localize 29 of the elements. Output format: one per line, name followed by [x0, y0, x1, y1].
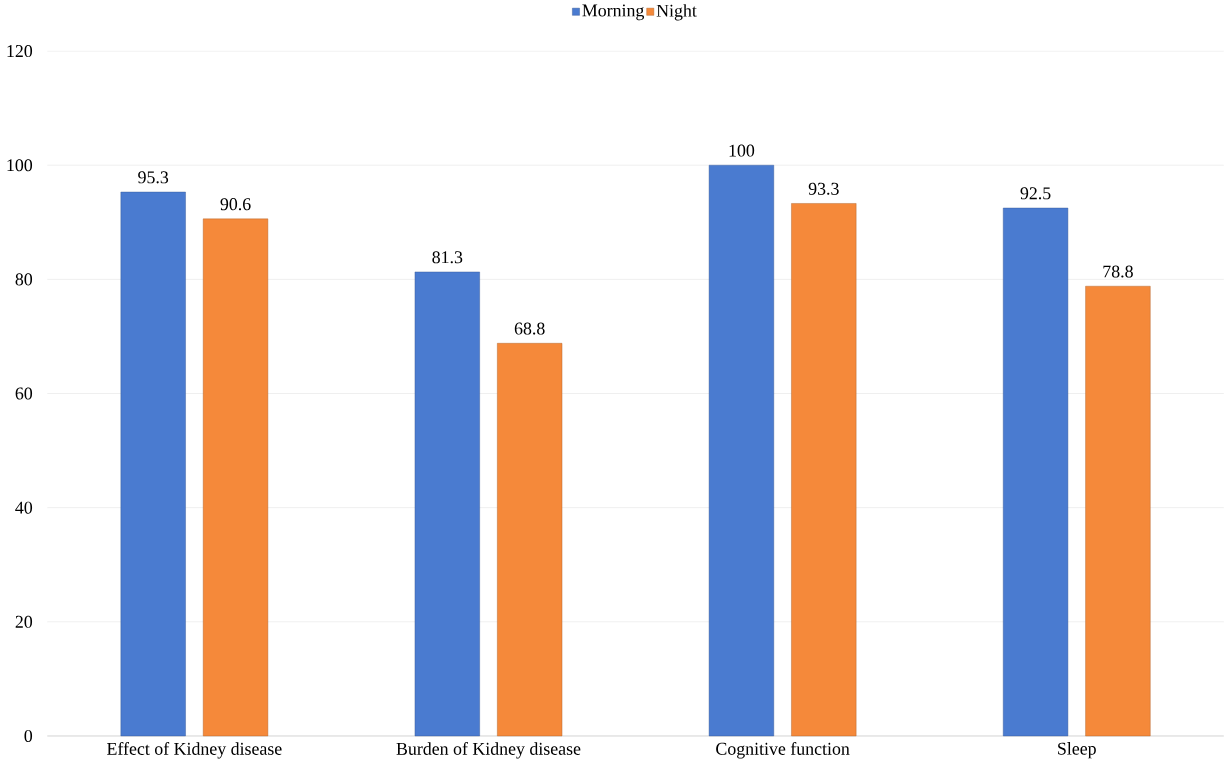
bar — [791, 203, 857, 737]
data-label: 93.3 — [808, 183, 839, 196]
legend-label: Night — [656, 4, 697, 21]
x-tick-label: Effect of Kidney disease — [107, 742, 282, 759]
x-tick-label: Cognitive function — [716, 742, 850, 759]
data-label: 90.6 — [220, 198, 251, 211]
bar — [414, 271, 480, 737]
bar — [1003, 208, 1069, 737]
x-tick-label: Burden of Kidney disease — [396, 742, 581, 759]
y-tick-label: 60 — [15, 387, 33, 400]
y-tick-label: 0 — [24, 730, 33, 743]
bar — [120, 192, 186, 737]
bar — [202, 218, 269, 737]
bar — [497, 343, 563, 737]
y-tick-label: 100 — [7, 159, 33, 172]
data-label: 78.8 — [1103, 265, 1133, 278]
data-label: 92.5 — [1020, 187, 1051, 200]
y-tick-label: 40 — [15, 501, 33, 514]
y-tick-label: 120 — [7, 45, 33, 58]
data-label: 68.8 — [514, 322, 545, 335]
data-label: 81.3 — [432, 251, 463, 264]
bar — [1085, 286, 1151, 737]
data-label: 95.3 — [138, 171, 169, 184]
y-tick-label: 20 — [15, 616, 33, 629]
x-tick-label: Sleep — [1058, 742, 1096, 759]
y-tick-label: 80 — [15, 273, 33, 286]
legend-label: Morning — [582, 4, 645, 21]
data-label: 100 — [729, 144, 755, 157]
bar — [708, 165, 775, 737]
